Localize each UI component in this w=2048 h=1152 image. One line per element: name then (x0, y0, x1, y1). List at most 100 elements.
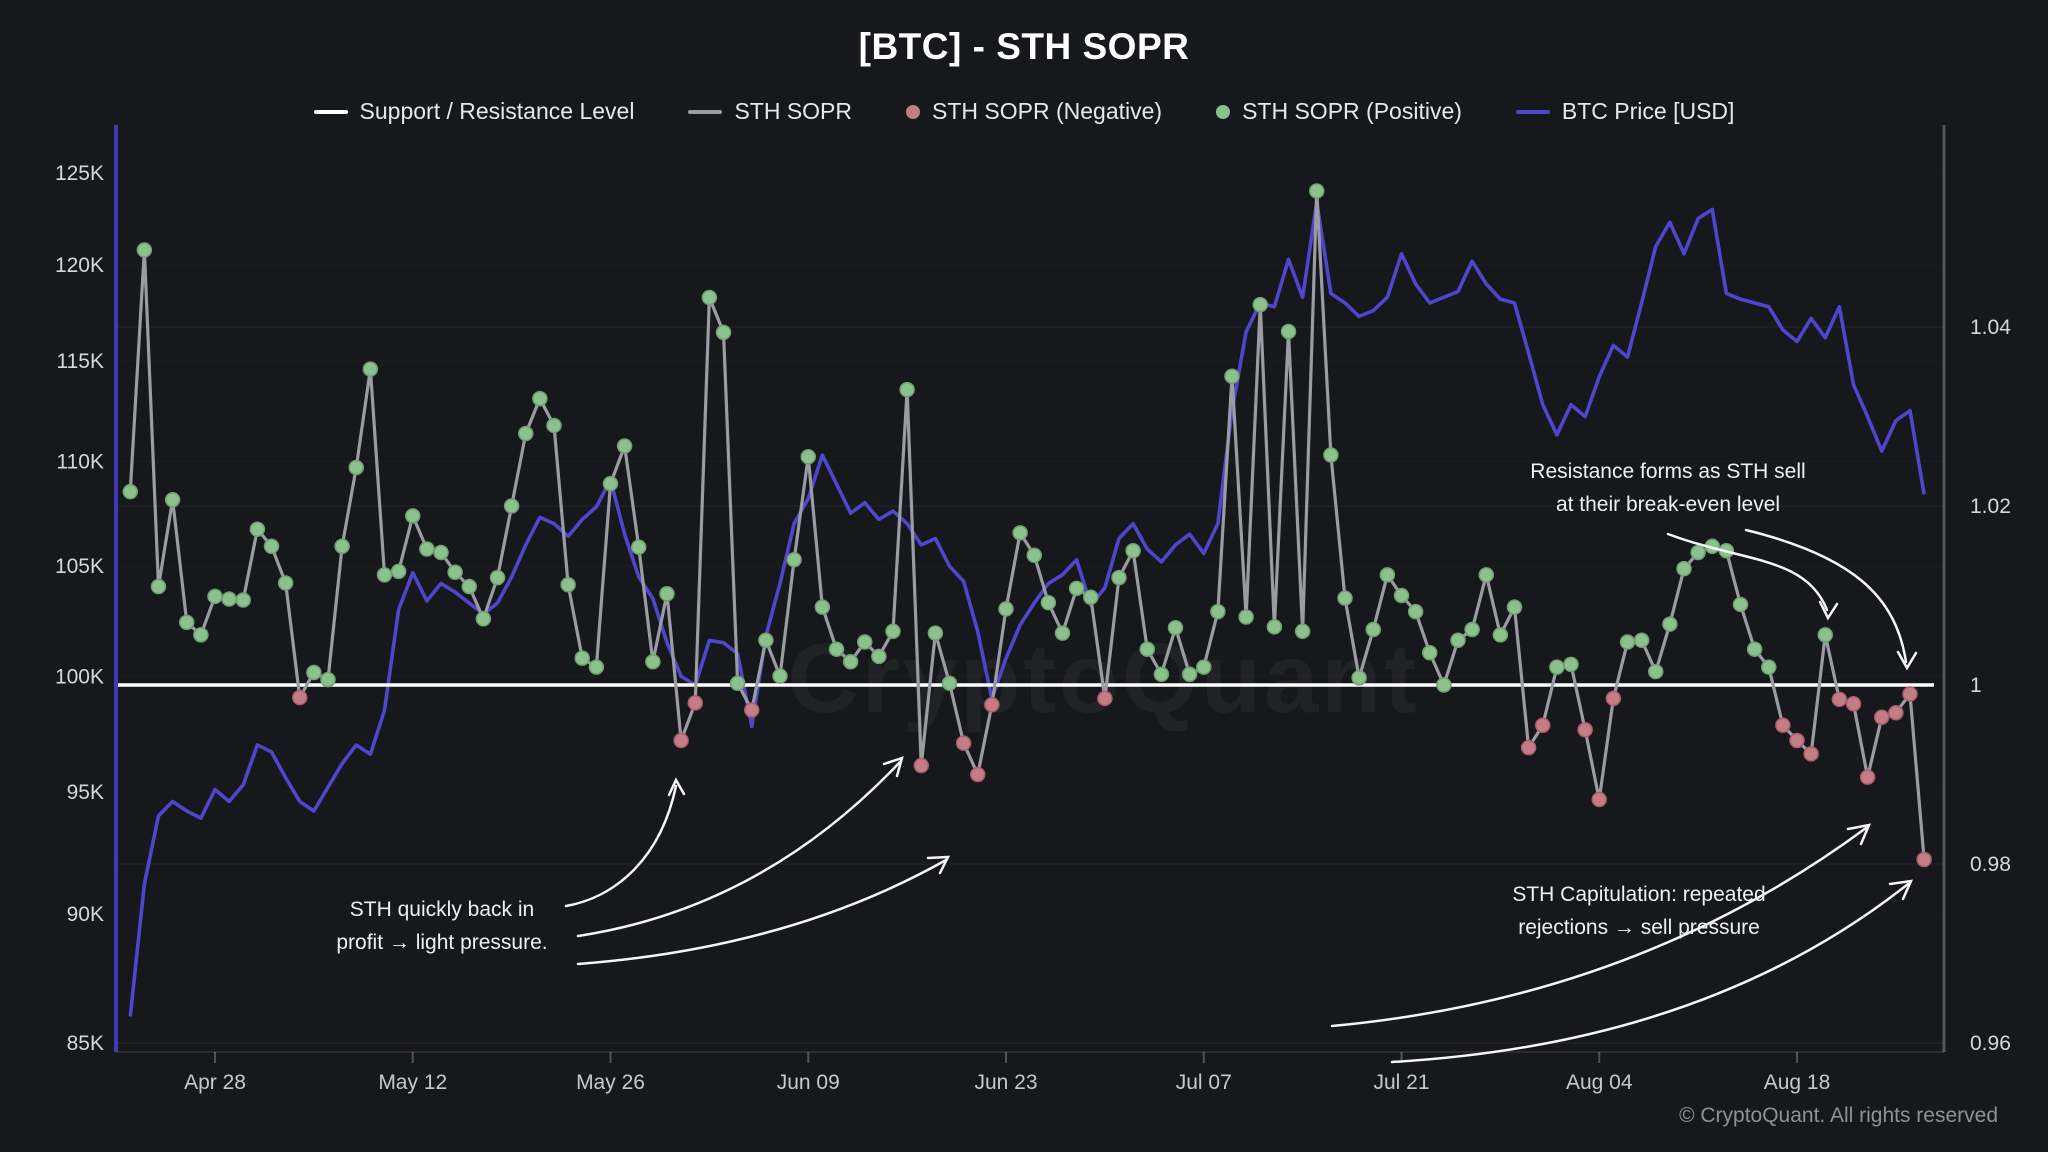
sopr-positive-dot[interactable] (306, 664, 322, 681)
sopr-positive-dot[interactable] (1280, 323, 1297, 340)
sopr-positive-dot[interactable] (857, 634, 873, 650)
sopr-positive-dot[interactable] (207, 588, 223, 605)
sopr-positive-dot[interactable] (645, 653, 661, 670)
sopr-positive-dot[interactable] (1337, 590, 1353, 606)
sopr-positive-dot[interactable] (249, 521, 266, 538)
sopr-positive-dot[interactable] (786, 551, 802, 568)
sopr-positive-dot[interactable] (729, 675, 746, 691)
sopr-positive-dot[interactable] (1196, 659, 1212, 675)
sopr-positive-dot[interactable] (1294, 623, 1311, 640)
sopr-positive-dot[interactable] (828, 641, 845, 657)
sopr-positive-dot[interactable] (334, 538, 350, 555)
sopr-positive-dot[interactable] (941, 675, 958, 691)
sopr-positive-dot[interactable] (1393, 587, 1410, 604)
sopr-positive-dot[interactable] (1252, 296, 1268, 313)
sopr-positive-dot[interactable] (1506, 599, 1523, 615)
sopr-positive-dot[interactable] (1266, 619, 1283, 635)
sopr-positive-dot[interactable] (1040, 594, 1057, 611)
legend-item-sth-sopr-negative[interactable]: STH SOPR (Negative) (906, 98, 1162, 125)
sopr-positive-dot[interactable] (1054, 625, 1071, 641)
sopr-positive-dot[interactable] (475, 611, 492, 627)
sopr-positive-dot[interactable] (1309, 183, 1325, 199)
sopr-positive-dot[interactable] (927, 625, 944, 641)
sopr-positive-dot[interactable] (800, 449, 816, 465)
sopr-positive-dot[interactable] (1492, 627, 1509, 643)
sopr-positive-dot[interactable] (659, 585, 675, 602)
sopr-positive-dot[interactable] (588, 659, 605, 675)
legend-item-support-resistance[interactable]: Support / Resistance Level (313, 98, 634, 125)
sopr-negative-dot[interactable] (1577, 722, 1593, 738)
sth-sopr-line[interactable] (128, 189, 1926, 860)
sopr-positive-dot[interactable] (1210, 603, 1226, 620)
sopr-negative-dot[interactable] (1520, 739, 1537, 756)
sopr-positive-dot[interactable] (1323, 447, 1339, 463)
sopr-positive-dot[interactable] (235, 592, 251, 608)
legend-item-sth-sopr-positive[interactable]: STH SOPR (Positive) (1216, 98, 1462, 125)
sopr-positive-dot[interactable] (1365, 621, 1381, 638)
sopr-negative-dot[interactable] (1902, 686, 1918, 702)
sopr-positive-dot[interactable] (1422, 645, 1438, 661)
sopr-positive-dot[interactable] (631, 539, 647, 555)
sopr-positive-dot[interactable] (489, 569, 506, 586)
sopr-positive-dot[interactable] (814, 599, 831, 615)
sopr-positive-dot[interactable] (164, 491, 181, 508)
sopr-positive-dot[interactable] (1563, 656, 1579, 673)
sopr-negative-dot[interactable] (1874, 709, 1890, 725)
sopr-positive-dot[interactable] (150, 578, 167, 595)
sopr-negative-dot[interactable] (1789, 732, 1805, 749)
sopr-negative-dot[interactable] (1845, 696, 1862, 712)
sopr-positive-dot[interactable] (503, 498, 520, 514)
sopr-positive-dot[interactable] (1026, 547, 1042, 563)
sopr-positive-dot[interactable] (1746, 641, 1763, 657)
sopr-negative-dot[interactable] (744, 702, 760, 718)
sopr-positive-dot[interactable] (447, 564, 463, 580)
sopr-negative-dot[interactable] (955, 735, 972, 751)
sopr-positive-dot[interactable] (574, 650, 590, 666)
sopr-positive-dot[interactable] (1407, 603, 1424, 620)
sopr-positive-dot[interactable] (1111, 569, 1127, 586)
sopr-positive-dot[interactable] (362, 361, 379, 377)
sopr-negative-dot[interactable] (292, 689, 308, 706)
sopr-positive-dot[interactable] (1549, 659, 1565, 675)
sopr-positive-dot[interactable] (390, 563, 407, 580)
sopr-positive-dot[interactable] (871, 648, 887, 665)
sopr-positive-dot[interactable] (122, 483, 138, 500)
sopr-positive-dot[interactable] (546, 417, 562, 434)
legend-item-btc-price[interactable]: BTC Price [USD] (1515, 98, 1734, 125)
sopr-negative-dot[interactable] (970, 766, 986, 783)
sopr-positive-dot[interactable] (758, 632, 774, 648)
sopr-negative-dot[interactable] (984, 696, 1000, 713)
sopr-positive-dot[interactable] (1464, 621, 1480, 638)
sopr-positive-dot[interactable] (1817, 627, 1833, 643)
sopr-positive-dot[interactable] (1238, 609, 1254, 625)
sopr-negative-dot[interactable] (1831, 691, 1848, 708)
sopr-positive-dot[interactable] (179, 614, 195, 631)
sopr-positive-dot[interactable] (320, 671, 336, 688)
sopr-positive-dot[interactable] (532, 390, 548, 407)
sopr-positive-dot[interactable] (419, 541, 435, 557)
sopr-positive-dot[interactable] (1648, 663, 1664, 680)
sopr-negative-dot[interactable] (1888, 704, 1904, 721)
sopr-positive-dot[interactable] (518, 425, 534, 442)
sopr-positive-dot[interactable] (1450, 632, 1466, 648)
sopr-negative-dot[interactable] (1535, 717, 1551, 734)
sopr-positive-dot[interactable] (348, 459, 364, 476)
sopr-positive-dot[interactable] (1351, 670, 1367, 686)
btc-price-line[interactable] (128, 200, 1926, 1017)
sopr-negative-dot[interactable] (1916, 851, 1932, 868)
sopr-negative-dot[interactable] (1775, 717, 1791, 734)
sopr-positive-dot[interactable] (1732, 596, 1749, 613)
sopr-positive-dot[interactable] (1436, 677, 1452, 693)
sopr-positive-dot[interactable] (998, 601, 1014, 617)
legend-item-sth-sopr[interactable]: STH SOPR (688, 98, 852, 125)
sopr-positive-dot[interactable] (842, 653, 859, 670)
sopr-positive-dot[interactable] (602, 475, 619, 492)
sopr-negative-dot[interactable] (1591, 791, 1607, 808)
sopr-positive-dot[interactable] (560, 577, 576, 593)
sopr-negative-dot[interactable] (1605, 690, 1622, 707)
sopr-positive-dot[interactable] (1478, 567, 1494, 583)
sopr-positive-dot[interactable] (1125, 543, 1141, 559)
sopr-positive-dot[interactable] (772, 668, 788, 684)
sopr-positive-dot[interactable] (376, 567, 393, 583)
sopr-positive-dot[interactable] (193, 627, 209, 643)
